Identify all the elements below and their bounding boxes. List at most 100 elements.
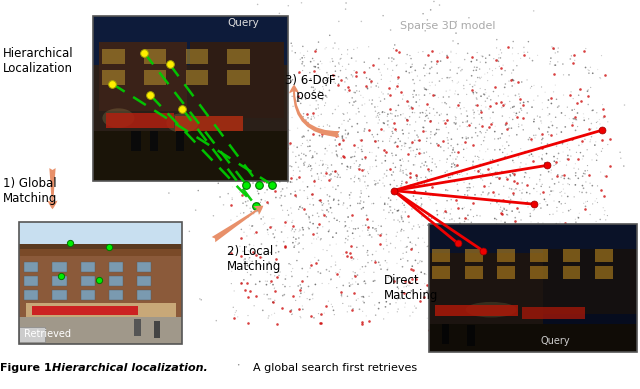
Point bbox=[340, 87, 350, 93]
Point bbox=[271, 135, 281, 141]
Point bbox=[575, 289, 586, 296]
Point bbox=[271, 242, 282, 249]
Point bbox=[323, 122, 333, 128]
Point bbox=[600, 232, 611, 238]
Text: Query: Query bbox=[541, 336, 570, 347]
Point bbox=[203, 129, 213, 135]
Point bbox=[302, 273, 312, 280]
Point bbox=[417, 160, 427, 166]
Point bbox=[323, 165, 333, 171]
Point bbox=[512, 179, 522, 186]
Point bbox=[397, 187, 407, 194]
Point bbox=[580, 65, 591, 71]
Point bbox=[280, 101, 290, 107]
Point bbox=[536, 133, 546, 139]
Point bbox=[522, 155, 532, 161]
Point bbox=[579, 133, 589, 139]
Point bbox=[333, 18, 344, 25]
Point bbox=[404, 283, 414, 289]
Point bbox=[260, 134, 270, 140]
Point bbox=[402, 116, 412, 123]
Point bbox=[449, 179, 460, 185]
Point bbox=[447, 79, 458, 85]
Point bbox=[506, 70, 516, 76]
Point bbox=[250, 281, 260, 287]
Point bbox=[330, 168, 340, 174]
Point bbox=[391, 107, 401, 114]
Point bbox=[572, 253, 582, 259]
Point bbox=[440, 100, 450, 106]
Point bbox=[269, 83, 279, 89]
Point bbox=[536, 140, 547, 146]
Point bbox=[461, 119, 471, 125]
Point bbox=[485, 260, 495, 266]
Point bbox=[244, 165, 255, 171]
Point bbox=[598, 105, 609, 112]
Point bbox=[597, 145, 607, 152]
Point bbox=[232, 116, 243, 122]
Point bbox=[497, 113, 508, 119]
Point bbox=[397, 200, 408, 206]
Point bbox=[249, 140, 259, 146]
Point bbox=[573, 297, 584, 303]
Point bbox=[443, 187, 453, 194]
Point bbox=[367, 258, 377, 264]
Point bbox=[342, 51, 353, 57]
Point bbox=[385, 110, 396, 116]
Point bbox=[440, 206, 451, 212]
Point bbox=[232, 119, 242, 126]
Point bbox=[448, 156, 458, 162]
Point bbox=[285, 179, 296, 185]
Point bbox=[558, 149, 568, 155]
Point bbox=[564, 92, 575, 98]
Point bbox=[393, 76, 403, 82]
Point bbox=[442, 135, 452, 141]
Point bbox=[288, 172, 298, 179]
Point bbox=[495, 135, 506, 141]
Point bbox=[446, 136, 456, 142]
Point bbox=[300, 54, 310, 61]
Point bbox=[328, 168, 338, 175]
Point bbox=[509, 187, 519, 193]
Point bbox=[239, 100, 249, 106]
Point bbox=[460, 290, 470, 296]
Point bbox=[370, 181, 380, 187]
Point bbox=[449, 218, 460, 224]
Point bbox=[508, 45, 518, 51]
Point bbox=[287, 273, 297, 280]
Point bbox=[338, 282, 348, 289]
Point bbox=[356, 190, 366, 196]
Point bbox=[349, 272, 360, 279]
Point bbox=[300, 159, 310, 165]
Bar bbox=[19, 249, 182, 256]
Point bbox=[540, 245, 550, 251]
Point bbox=[445, 174, 456, 180]
Point bbox=[520, 173, 530, 180]
Point bbox=[475, 85, 485, 91]
Point bbox=[333, 60, 344, 66]
Point bbox=[445, 59, 456, 65]
Point bbox=[317, 84, 328, 90]
Point bbox=[543, 105, 553, 111]
Point bbox=[409, 88, 419, 94]
Point bbox=[511, 293, 521, 300]
Point bbox=[392, 83, 402, 89]
Point bbox=[248, 86, 259, 92]
Point bbox=[372, 110, 383, 117]
Point bbox=[250, 54, 260, 61]
Point bbox=[596, 315, 606, 321]
Point bbox=[353, 296, 364, 302]
Point bbox=[518, 115, 528, 121]
Point bbox=[239, 229, 249, 235]
Point bbox=[239, 113, 250, 119]
Point bbox=[490, 191, 500, 197]
Point bbox=[243, 248, 253, 254]
Point bbox=[437, 75, 447, 82]
Point bbox=[293, 241, 303, 247]
Point bbox=[264, 313, 274, 319]
Point bbox=[549, 46, 559, 52]
Point bbox=[403, 235, 413, 241]
Point bbox=[406, 139, 417, 145]
Point bbox=[483, 77, 493, 84]
Point bbox=[348, 73, 358, 79]
